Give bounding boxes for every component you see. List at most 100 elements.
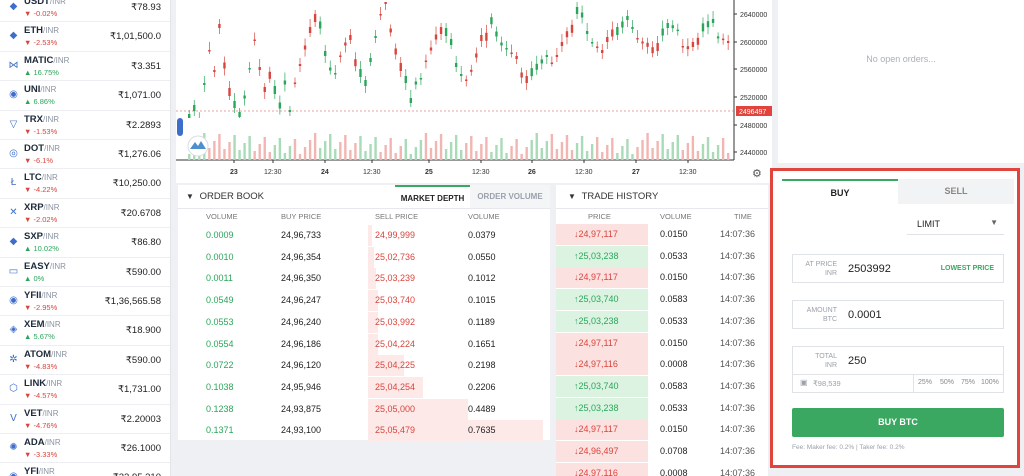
current-price-badge: [736, 106, 772, 116]
trade-history-row: ↓24,97,117 0.0150 14:07:36: [556, 224, 768, 245]
market-symbol: EASY/INR: [24, 260, 66, 272]
market-row-atom[interactable]: ✲ ATOM/INR ▼ -4.83% ₹590.00: [0, 346, 170, 376]
candle-body: [636, 38, 639, 40]
candle-body: [460, 74, 463, 76]
market-change: ▼ -2.53%: [24, 38, 58, 48]
amount-field[interactable]: AMOUNT BTC 0.0001: [792, 300, 1004, 329]
market-row-eth[interactable]: ◆ ETH/INR ▼ -2.53% ₹1,01,500.0: [0, 22, 170, 52]
market-row-sxp[interactable]: ◆ SXP/INR ▲ 10.02% ₹86.80: [0, 228, 170, 258]
candle-body: [560, 42, 564, 46]
volume-bar: [379, 152, 382, 160]
collapse-caret-icon[interactable]: ▼: [186, 192, 194, 201]
tab-buy[interactable]: BUY: [782, 179, 898, 204]
buy-price: 24,96,354: [281, 251, 322, 262]
order-book-row[interactable]: 0.0010 24,96,354 25,02,736 0.0550: [178, 246, 550, 268]
tab-sell[interactable]: SELL: [898, 179, 1014, 204]
volume-bar: [308, 140, 312, 160]
volume-bar: [384, 145, 387, 160]
volume-bar: [636, 147, 639, 160]
lowest-price-link[interactable]: LOWEST PRICE: [940, 265, 994, 272]
order-book-row[interactable]: 0.0554 24,96,186 25,04,224 0.1651: [178, 333, 550, 355]
sell-depth-bar: [368, 398, 468, 420]
market-price: ₹78.93: [131, 2, 161, 13]
market-row-usdt[interactable]: ◆ USDT/INR ▼ -0.02% ₹78.93: [0, 0, 170, 23]
open-orders-panel: No open orders...: [778, 0, 1024, 163]
price-chart[interactable]: 2640000 2600000 2560000 2520000 2480000 24400…: [176, 0, 772, 183]
order-book-row[interactable]: 0.0549 24,96,247 25,03,740 0.1015: [178, 290, 550, 312]
volume-bar: [656, 141, 659, 160]
order-book-row[interactable]: 0.1238 24,93,875 25,05,000 0.4489: [178, 398, 550, 420]
tab-market-depth[interactable]: MARKET DEPTH: [395, 185, 470, 208]
candle-body: [611, 29, 614, 37]
order-book-row[interactable]: 0.1038 24,95,946 25,04,254 0.2206: [178, 376, 550, 398]
market-row-vet[interactable]: V VET/INR ▼ -4.76% ₹2.20003: [0, 405, 170, 434]
sell-price: 25,03,239: [375, 273, 416, 284]
candle-body: [404, 76, 407, 83]
amount-input[interactable]: 0.0001: [848, 309, 882, 321]
market-row-ltc[interactable]: Ł LTC/INR ▼ -4.22% ₹10,250.00: [0, 169, 170, 199]
at-price-input[interactable]: 2503992: [848, 263, 891, 275]
at-price-field[interactable]: AT PRICE INR 2503992 LOWEST PRICE: [792, 254, 1004, 283]
order-book-header: ▼ ORDER BOOK: [186, 185, 386, 208]
percent-25-button[interactable]: 25%: [918, 379, 933, 386]
candle-body: [384, 2, 387, 4]
candle-body: [470, 69, 473, 72]
volume-bar: [696, 151, 700, 160]
candle-body: [681, 46, 685, 48]
market-change: ▲ 0%: [24, 273, 45, 283]
market-row-matic[interactable]: ⋈ MATIC/INR ▲ 16.75% ₹3.351: [0, 52, 170, 82]
candlestick-chart[interactable]: 2640000 2600000 2560000 2520000 2480000 24400…: [176, 0, 772, 183]
total-input[interactable]: 250: [848, 355, 867, 367]
market-row-easy[interactable]: ▭ EASY/INR ▲ 0% ₹590.00: [0, 258, 170, 287]
candle-body: [379, 14, 382, 16]
market-row-ada[interactable]: ✺ ADA/INR ▼ -3.33% ₹26.1000: [0, 434, 170, 464]
trade-volume: 0.0008: [660, 467, 688, 476]
market-symbol: VET/INR: [24, 407, 59, 419]
volume-bar: [359, 136, 362, 160]
tab-order-volume[interactable]: ORDER VOLUME: [470, 185, 550, 208]
market-row-yfii[interactable]: ◉ YFII/INR ▼ -2.95% ₹1,36,565.58: [0, 287, 170, 317]
market-row-xem[interactable]: ◈ XEM/INR ▲ 5.67% ₹18.900: [0, 316, 170, 346]
candle-body: [676, 29, 679, 32]
candle-body: [389, 28, 392, 33]
current-price-label: 2496497: [739, 109, 766, 116]
candle-body: [570, 24, 574, 33]
market-row-xrp[interactable]: ✕ XRP/INR ▼ -2.02% ₹20.6708: [0, 199, 170, 229]
market-row-trx[interactable]: ▽ TRX/INR ▼ -1.53% ₹2.2893: [0, 111, 170, 140]
price-axis-label: 2440000: [740, 150, 767, 157]
volume-bar: [505, 153, 508, 160]
trade-price: ↑25,03,238: [574, 315, 619, 326]
order-book-row[interactable]: 0.0009 24,96,733 24,99,999 0.0379: [178, 225, 550, 246]
buy-btc-button[interactable]: BUY BTC: [792, 408, 1004, 437]
volume-bar: [278, 138, 282, 160]
market-row-dot[interactable]: ◎ DOT/INR ▼ -6.1% ₹1,276.06: [0, 140, 170, 170]
percent-50-button[interactable]: 50%: [940, 379, 955, 386]
market-symbol: YFI/INR: [24, 466, 55, 476]
volume-bar: [540, 148, 543, 160]
order-book-row[interactable]: 0.0011 24,96,350 25,03,239 0.1012: [178, 268, 550, 290]
market-symbol: TRX/INR: [24, 113, 59, 125]
percent-75-button[interactable]: 75%: [961, 379, 976, 386]
trade-time: 14:07:36: [720, 402, 756, 413]
trade-price: ↓24,97,116: [574, 467, 618, 476]
percent-100-button[interactable]: 100%: [981, 379, 999, 386]
total-field[interactable]: TOTAL INR 250: [792, 346, 1004, 375]
order-type-select[interactable]: LIMIT ▼: [907, 213, 1004, 235]
collapse-caret-icon[interactable]: ▼: [568, 192, 576, 201]
candle-body: [510, 52, 513, 54]
volume-bar: [460, 150, 463, 160]
market-row-yfi[interactable]: ◉ YFI/INR ₹22,95,310: [0, 463, 170, 476]
trade-volume: 0.0708: [660, 446, 688, 456]
volume-bar: [218, 134, 221, 160]
fee-info: Fee: Maker fee: 0.2% | Taker fee: 0.2%: [792, 444, 905, 451]
candle-body: [188, 114, 191, 118]
order-book-row[interactable]: 0.0722 24,96,120 25,04,225 0.2198: [178, 355, 550, 377]
volume-bar: [263, 137, 266, 160]
volume-bar: [293, 139, 297, 160]
market-row-uni[interactable]: ◉ UNI/INR ▲ 6.86% ₹1,071.00: [0, 81, 170, 111]
volume-bar: [434, 141, 438, 160]
order-book-row[interactable]: 0.0553 24,96,240 25,03,992 0.1189: [178, 311, 550, 333]
order-book-row[interactable]: 0.1371 24,93,100 25,05,479 0.7635: [178, 420, 550, 442]
market-change: ▼ -2.02%: [24, 214, 58, 224]
market-row-link[interactable]: ⬡ LINK/INR ▼ -4.57% ₹1,731.00: [0, 375, 170, 405]
